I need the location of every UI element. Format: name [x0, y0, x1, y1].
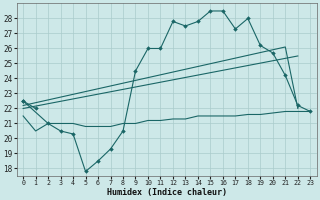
X-axis label: Humidex (Indice chaleur): Humidex (Indice chaleur): [107, 188, 227, 197]
